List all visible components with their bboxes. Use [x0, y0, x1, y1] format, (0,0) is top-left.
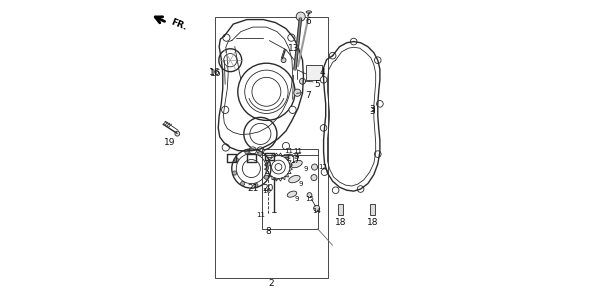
Bar	[338, 204, 343, 215]
Circle shape	[249, 147, 257, 154]
Text: 6: 6	[306, 17, 312, 26]
Text: 16: 16	[209, 68, 220, 77]
Circle shape	[283, 142, 290, 150]
Circle shape	[312, 164, 317, 170]
Text: 17: 17	[290, 156, 300, 165]
Text: FR.: FR.	[169, 17, 188, 32]
Text: 8: 8	[265, 227, 271, 236]
Circle shape	[332, 187, 339, 194]
Text: 19: 19	[165, 138, 176, 147]
Circle shape	[234, 158, 238, 162]
Circle shape	[314, 205, 320, 211]
Circle shape	[222, 106, 229, 113]
Circle shape	[375, 151, 381, 157]
Circle shape	[232, 171, 237, 175]
Circle shape	[375, 57, 381, 64]
Circle shape	[175, 131, 180, 136]
Bar	[370, 204, 375, 215]
Circle shape	[288, 34, 295, 41]
Circle shape	[307, 193, 312, 197]
Bar	[262, 149, 317, 229]
Circle shape	[294, 89, 301, 96]
Circle shape	[358, 186, 364, 192]
Text: 5: 5	[314, 80, 320, 89]
Circle shape	[223, 34, 230, 41]
Circle shape	[321, 169, 328, 175]
Text: 10: 10	[262, 188, 271, 194]
Text: 7: 7	[306, 91, 312, 100]
Circle shape	[311, 175, 317, 181]
Text: 15: 15	[305, 196, 314, 202]
Circle shape	[300, 78, 306, 84]
Circle shape	[266, 162, 270, 166]
Circle shape	[222, 144, 230, 151]
Circle shape	[320, 125, 327, 131]
Circle shape	[329, 52, 336, 59]
Text: 12: 12	[319, 164, 327, 170]
Circle shape	[289, 106, 296, 113]
Circle shape	[254, 183, 258, 188]
Circle shape	[245, 150, 249, 154]
Circle shape	[258, 151, 262, 156]
Text: 11: 11	[284, 148, 293, 154]
Text: 21: 21	[247, 184, 258, 193]
Text: 20: 20	[262, 184, 274, 193]
Text: 9: 9	[298, 181, 303, 187]
Text: 18: 18	[366, 218, 378, 227]
Circle shape	[257, 147, 264, 154]
Bar	[306, 65, 322, 80]
Text: 2: 2	[268, 279, 274, 288]
Circle shape	[296, 12, 305, 21]
Text: 14: 14	[312, 208, 321, 214]
Circle shape	[320, 76, 327, 83]
Text: 3: 3	[369, 105, 375, 114]
Text: 3: 3	[369, 107, 375, 116]
Ellipse shape	[289, 175, 300, 183]
Text: 13: 13	[288, 44, 299, 53]
Circle shape	[264, 175, 268, 179]
Circle shape	[275, 164, 282, 170]
Ellipse shape	[291, 160, 302, 168]
Text: 11: 11	[256, 212, 265, 218]
Text: 11: 11	[293, 148, 302, 154]
Text: 9: 9	[303, 166, 308, 172]
Text: 18: 18	[335, 218, 346, 227]
Bar	[215, 17, 328, 278]
Circle shape	[350, 38, 357, 45]
Text: 9: 9	[294, 196, 299, 202]
Ellipse shape	[287, 191, 297, 197]
Circle shape	[281, 58, 286, 63]
Circle shape	[241, 182, 245, 186]
Text: 16: 16	[210, 69, 221, 78]
Text: 4: 4	[319, 68, 324, 77]
Circle shape	[376, 101, 383, 107]
Ellipse shape	[306, 11, 312, 13]
